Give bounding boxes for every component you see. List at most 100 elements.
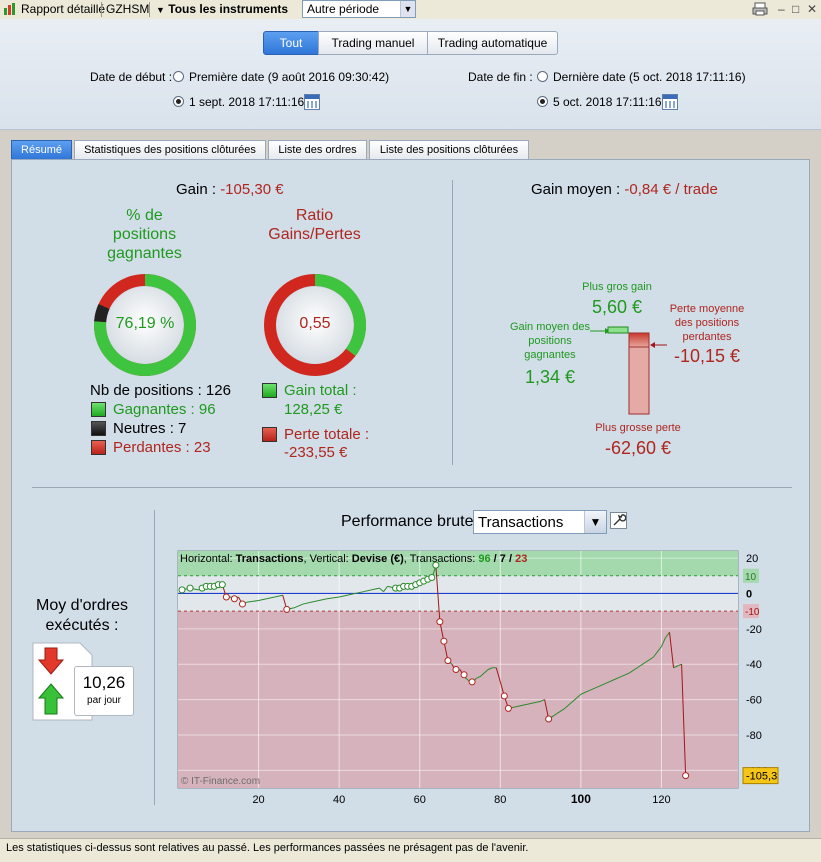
end-last-label[interactable]: Dernière date (5 oct. 2018 17:11:16) bbox=[553, 70, 746, 84]
loss-marker bbox=[440, 637, 448, 645]
chevron-down-icon: ▼ bbox=[584, 511, 606, 533]
series-segment bbox=[604, 679, 614, 685]
pct-donut bbox=[94, 274, 196, 376]
report-button[interactable]: Rapport détaillé bbox=[21, 2, 106, 16]
start-date-label: Date de début : bbox=[90, 70, 173, 84]
chart-header-part: / bbox=[491, 553, 500, 565]
series-segment bbox=[339, 594, 348, 598]
series-segment bbox=[302, 601, 312, 605]
series-segment bbox=[596, 683, 606, 688]
series-segment bbox=[435, 565, 441, 622]
y-marker-box bbox=[743, 604, 759, 619]
last-value-box bbox=[742, 767, 779, 785]
loss-marker bbox=[682, 772, 690, 780]
series-segment bbox=[483, 669, 489, 674]
y-marker-label: 10 bbox=[745, 572, 757, 583]
loss-marker bbox=[545, 715, 553, 723]
start-custom-radio[interactable] bbox=[173, 96, 184, 107]
orders-value-box: 10,26 par jour bbox=[74, 666, 134, 716]
end-custom-radio[interactable] bbox=[537, 96, 548, 107]
gain-summary: Gain : -105,30 € bbox=[176, 181, 284, 198]
y-tick-label: 0 bbox=[746, 588, 752, 600]
calendar-icon[interactable] bbox=[304, 94, 320, 110]
chart-header-part: / bbox=[506, 553, 515, 565]
label-line: Gain moyen des bbox=[509, 321, 591, 333]
end-date-label: Date de fin : bbox=[468, 70, 533, 84]
calendar-icon[interactable] bbox=[662, 94, 678, 110]
caret-down-icon: ▼ bbox=[156, 5, 165, 15]
performance-select-value: Transactions bbox=[478, 514, 564, 531]
y-marker-label: -10 bbox=[745, 607, 760, 618]
start-first-radio[interactable] bbox=[173, 71, 184, 82]
wrench-icon[interactable] bbox=[610, 512, 627, 529]
win-marker bbox=[178, 586, 186, 594]
perdantes-count: Perdantes : 23 bbox=[113, 439, 211, 456]
period-select[interactable]: Autre période ▼ bbox=[302, 0, 416, 18]
chart-header: Horizontal: Transactions, Vertical: Devi… bbox=[180, 553, 527, 565]
neutres-count: Neutres : 7 bbox=[113, 420, 187, 437]
gain-total-value: 128,25 € bbox=[284, 401, 343, 418]
tab-resume[interactable]: Résumé bbox=[11, 140, 72, 159]
label-line: positions bbox=[528, 335, 572, 347]
loss-marker bbox=[504, 704, 512, 712]
report-icon[interactable] bbox=[3, 2, 17, 16]
plus-grosse-perte-value: -62,60 € bbox=[604, 438, 672, 458]
divider bbox=[32, 487, 792, 488]
chart-header-part: , Transactions: bbox=[404, 553, 479, 565]
orders-title-line: exécutés : bbox=[45, 617, 119, 634]
perte-totale-label: Perte totale : bbox=[284, 426, 370, 443]
gain-moyen-value: -0,84 € / trade bbox=[624, 181, 718, 198]
tab-statistiques[interactable]: Statistiques des positions clôturées bbox=[74, 140, 266, 159]
tab-liste-positions[interactable]: Liste des positions clôturées bbox=[369, 140, 529, 159]
series-segment bbox=[479, 672, 485, 677]
series-segment bbox=[363, 589, 372, 593]
tab-tout[interactable]: Tout bbox=[263, 31, 319, 55]
instruments-dropdown[interactable]: ▼ Tous les instruments bbox=[156, 0, 288, 18]
top-toolbar: Rapport détaillé GZHSM ▼ Tous les instru… bbox=[0, 0, 821, 20]
performance-title: Performance brute bbox=[341, 513, 474, 530]
y-tick-label: -80 bbox=[746, 730, 762, 742]
plus-gros-gain-value: 5,60 € bbox=[591, 297, 643, 317]
loss-marker bbox=[452, 666, 460, 673]
tab-trading-automatique[interactable]: Trading automatique bbox=[427, 31, 558, 55]
printer-icon[interactable] bbox=[752, 2, 768, 19]
start-custom-label[interactable]: 1 sept. 2018 17:11:16 bbox=[189, 95, 305, 109]
orders-value: 10,26 bbox=[82, 673, 126, 692]
pct-title-line: gagnantes bbox=[107, 245, 182, 262]
ratio-title-line: Ratio bbox=[295, 207, 334, 224]
series-segment bbox=[637, 662, 646, 669]
series-segment bbox=[475, 676, 481, 679]
series-segment bbox=[310, 600, 320, 603]
series-segment bbox=[532, 700, 541, 704]
series-segment bbox=[258, 598, 267, 602]
account-button[interactable]: GZHSM bbox=[106, 2, 150, 16]
watermark: © IT-Finance.com bbox=[181, 776, 260, 787]
chart-header-part: 23 bbox=[515, 553, 527, 565]
series-segment bbox=[379, 587, 384, 593]
win-marker bbox=[428, 574, 436, 582]
end-last-radio[interactable] bbox=[537, 71, 548, 82]
gain-moyen-gagnantes-label: Gain moyen des positions gagnantes bbox=[500, 320, 600, 362]
label-line: Perte moyenne bbox=[669, 303, 745, 315]
series-segment bbox=[665, 632, 670, 638]
series-segment bbox=[645, 656, 654, 663]
start-first-label[interactable]: Première date (9 août 2016 09:30:42) bbox=[189, 70, 390, 84]
orders-title: Moy d'ordres exécutés : bbox=[26, 596, 138, 636]
tab-liste-ordres[interactable]: Liste des ordres bbox=[268, 140, 367, 159]
end-custom-label[interactable]: 5 oct. 2018 17:11:16 bbox=[553, 95, 662, 109]
performance-select[interactable]: Transactions ▼ bbox=[473, 510, 607, 534]
minimize-icon[interactable]: – bbox=[778, 2, 785, 16]
maximize-icon[interactable]: □ bbox=[792, 2, 800, 16]
tab-trading-manuel[interactable]: Trading manuel bbox=[318, 31, 428, 55]
chevron-down-icon: ▼ bbox=[400, 1, 415, 17]
y-tick-label: -40 bbox=[746, 659, 762, 671]
series-segment bbox=[673, 663, 682, 669]
gain-total-label: Gain total : bbox=[284, 382, 357, 399]
series-segment bbox=[556, 707, 566, 715]
x-tick-label: 100 bbox=[571, 792, 591, 805]
series-segment bbox=[612, 676, 622, 681]
green-square-icon bbox=[262, 383, 277, 398]
x-tick-label: 120 bbox=[652, 794, 670, 805]
close-icon[interactable]: ✕ bbox=[807, 2, 818, 16]
black-square-icon bbox=[91, 421, 106, 436]
